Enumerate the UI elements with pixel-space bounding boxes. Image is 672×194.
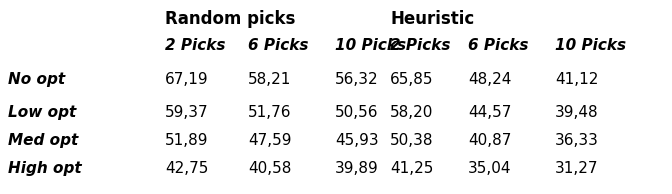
Text: 35,04: 35,04 bbox=[468, 161, 511, 176]
Text: 47,59: 47,59 bbox=[248, 133, 292, 148]
Text: 2 Picks: 2 Picks bbox=[165, 38, 226, 53]
Text: 44,57: 44,57 bbox=[468, 105, 511, 120]
Text: 41,25: 41,25 bbox=[390, 161, 433, 176]
Text: Heuristic: Heuristic bbox=[390, 10, 474, 28]
Text: 58,21: 58,21 bbox=[248, 72, 292, 87]
Text: 42,75: 42,75 bbox=[165, 161, 208, 176]
Text: 50,38: 50,38 bbox=[390, 133, 433, 148]
Text: 40,87: 40,87 bbox=[468, 133, 511, 148]
Text: Low opt: Low opt bbox=[8, 105, 76, 120]
Text: 36,33: 36,33 bbox=[555, 133, 599, 148]
Text: 48,24: 48,24 bbox=[468, 72, 511, 87]
Text: 10 Picks: 10 Picks bbox=[335, 38, 406, 53]
Text: 10 Picks: 10 Picks bbox=[555, 38, 626, 53]
Text: 2 Picks: 2 Picks bbox=[390, 38, 450, 53]
Text: 45,93: 45,93 bbox=[335, 133, 378, 148]
Text: 31,27: 31,27 bbox=[555, 161, 599, 176]
Text: 51,89: 51,89 bbox=[165, 133, 208, 148]
Text: No opt: No opt bbox=[8, 72, 65, 87]
Text: 41,12: 41,12 bbox=[555, 72, 598, 87]
Text: 39,89: 39,89 bbox=[335, 161, 379, 176]
Text: 6 Picks: 6 Picks bbox=[468, 38, 528, 53]
Text: 40,58: 40,58 bbox=[248, 161, 292, 176]
Text: 50,56: 50,56 bbox=[335, 105, 378, 120]
Text: Random picks: Random picks bbox=[165, 10, 296, 28]
Text: 51,76: 51,76 bbox=[248, 105, 292, 120]
Text: Med opt: Med opt bbox=[8, 133, 78, 148]
Text: 58,20: 58,20 bbox=[390, 105, 433, 120]
Text: 39,48: 39,48 bbox=[555, 105, 599, 120]
Text: 59,37: 59,37 bbox=[165, 105, 208, 120]
Text: 67,19: 67,19 bbox=[165, 72, 208, 87]
Text: 65,85: 65,85 bbox=[390, 72, 433, 87]
Text: 6 Picks: 6 Picks bbox=[248, 38, 308, 53]
Text: 56,32: 56,32 bbox=[335, 72, 378, 87]
Text: High opt: High opt bbox=[8, 161, 81, 176]
